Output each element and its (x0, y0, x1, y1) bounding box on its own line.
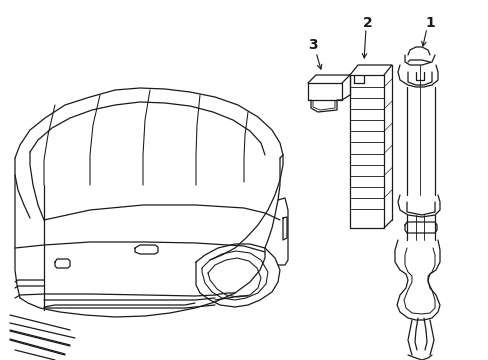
Text: 2: 2 (363, 16, 372, 30)
Text: 1: 1 (424, 16, 434, 30)
Text: 3: 3 (307, 38, 317, 52)
